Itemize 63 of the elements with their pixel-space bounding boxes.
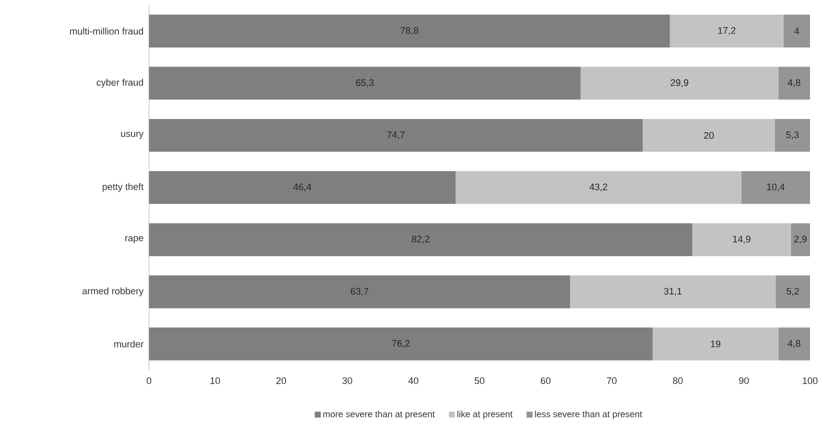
bar <box>580 66 778 100</box>
data-label: 20 <box>704 132 714 139</box>
x-tick-label: 80 <box>672 377 683 384</box>
data-label: 10,4 <box>767 184 785 192</box>
bar <box>149 328 653 360</box>
bar <box>149 171 456 204</box>
y-tick-label: cyber fraud <box>96 78 144 88</box>
x-tick-label: 70 <box>606 377 617 384</box>
data-label: 4,8 <box>788 79 800 88</box>
y-tick-label: multi-million fraud <box>70 28 144 35</box>
bar <box>149 275 570 308</box>
bar <box>149 118 643 152</box>
x-tick-label: 0 <box>146 377 152 384</box>
data-label: 78,8 <box>400 27 418 35</box>
x-tick-label: 20 <box>276 377 286 384</box>
bar <box>642 118 775 152</box>
bar <box>670 14 784 48</box>
bar <box>652 328 778 360</box>
data-label: 17,2 <box>718 27 736 35</box>
data-label: 43,2 <box>589 184 608 192</box>
y-tick-label: usury <box>121 132 144 139</box>
legend-label: like at present <box>457 410 513 420</box>
y-tick-label: rape <box>125 236 144 244</box>
bar <box>778 66 810 100</box>
y-tick-label: murder <box>114 340 144 348</box>
bar <box>570 275 776 308</box>
bar <box>456 171 742 204</box>
x-tick-label: 90 <box>739 377 749 384</box>
data-label: 29,9 <box>670 79 688 88</box>
data-label: 82,2 <box>412 236 430 244</box>
x-tick-label: 40 <box>408 377 418 384</box>
bar <box>149 66 581 100</box>
data-label: 46,4 <box>293 184 312 192</box>
data-label: 63,7 <box>350 288 368 296</box>
x-tick-label: 10 <box>210 377 220 384</box>
bar <box>149 14 670 48</box>
y-tick-label: armed robbery <box>82 287 144 296</box>
bar <box>774 118 810 152</box>
data-label: 5,2 <box>786 288 799 296</box>
data-label: 14,9 <box>733 236 750 244</box>
bar <box>778 328 810 360</box>
bar <box>149 223 692 256</box>
x-tick-label: 100 <box>802 377 818 384</box>
data-label: 4,8 <box>788 340 800 348</box>
x-tick-label: 60 <box>540 377 550 384</box>
data-label: 2,9 <box>794 236 807 244</box>
bar <box>790 223 810 256</box>
bar <box>692 223 791 256</box>
legend-label: less severe than at present <box>535 410 642 420</box>
x-tick-label: 50 <box>474 377 484 384</box>
data-label: 76,2 <box>392 340 410 348</box>
x-tick-label: 30 <box>342 377 352 384</box>
bar <box>741 171 810 204</box>
legend-label: more severe than at present <box>323 410 435 420</box>
data-label: 31,1 <box>664 288 682 296</box>
bar <box>784 14 810 48</box>
data-label: 4 <box>794 28 800 34</box>
bar <box>776 275 810 308</box>
data-label: 19 <box>710 340 720 348</box>
data-label: 65,3 <box>356 79 374 88</box>
data-label: 74,7 <box>387 131 405 140</box>
data-label: 5,3 <box>786 131 799 140</box>
y-tick-label: petty theft <box>102 183 144 192</box>
